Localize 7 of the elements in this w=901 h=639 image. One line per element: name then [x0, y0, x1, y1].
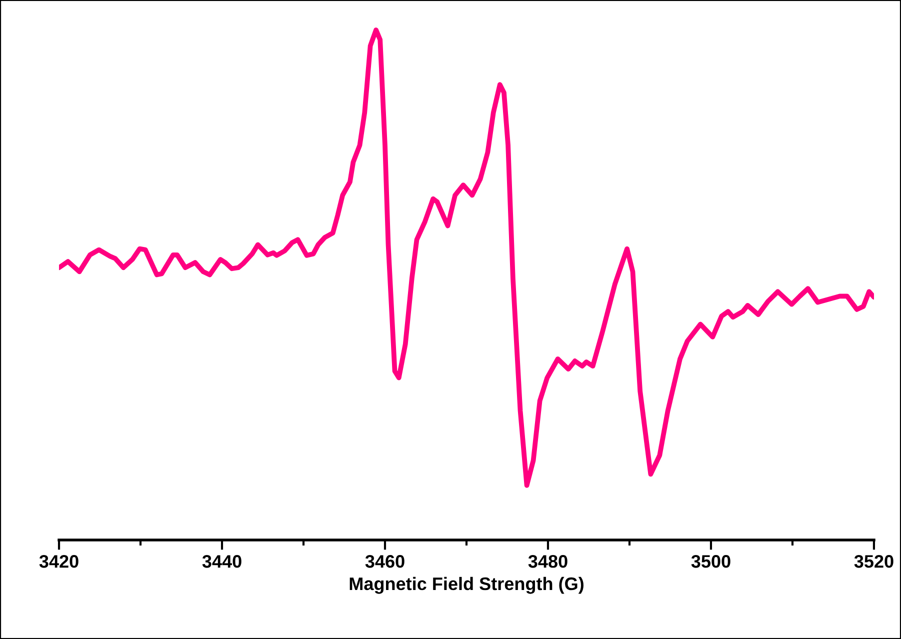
x-tick-label: 3440: [202, 555, 242, 568]
x-tick-label: 3520: [854, 555, 894, 568]
x-tick-label: 3480: [528, 555, 568, 568]
x-tick-label: 3500: [691, 555, 730, 568]
x-tick-label: 3460: [365, 555, 404, 568]
x-axis-title: Magnetic Field Strength (G): [350, 576, 584, 594]
x-tick-label: 3420: [39, 555, 78, 568]
